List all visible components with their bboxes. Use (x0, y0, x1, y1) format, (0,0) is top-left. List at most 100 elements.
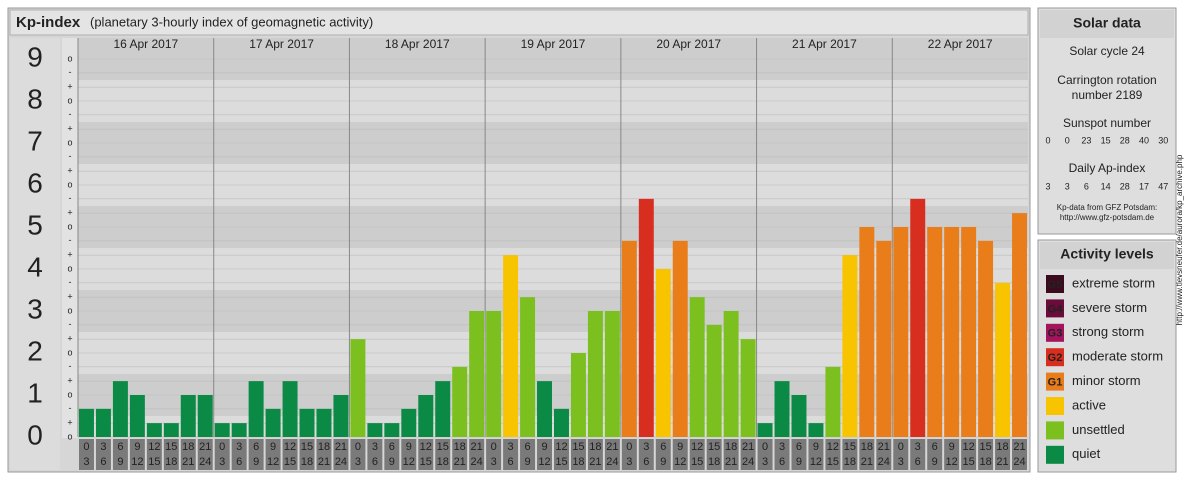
bar (570, 353, 586, 437)
minor-tick-label: o (67, 263, 72, 273)
minor-tick-label: - (69, 193, 72, 203)
interval-box (910, 439, 926, 470)
daily-number: 6 (1084, 181, 1089, 191)
bar (146, 423, 162, 437)
x-tick-label: 6 (253, 441, 259, 453)
minor-tick-label: - (69, 67, 72, 77)
x-tick-label: 9 (406, 441, 412, 453)
x-tick-label: 3 (355, 456, 361, 468)
daily-number: 47 (1158, 181, 1168, 191)
x-tick-label: 21 (182, 456, 194, 468)
x-tick-label: 21 (861, 456, 873, 468)
x-tick-label: 21 (199, 441, 211, 453)
interval-box (554, 439, 569, 470)
x-tick-label: 18 (708, 456, 720, 468)
x-tick-label: 12 (946, 456, 958, 468)
credit: http://www.tlevsneufer.de/aurora/kp_arch… (1175, 154, 1184, 325)
level-swatch (1046, 372, 1064, 391)
y-tick-label: 1 (27, 377, 43, 408)
bar (265, 408, 281, 437)
level-label: active (1072, 397, 1106, 412)
daily-number: 3 (1065, 181, 1070, 191)
x-tick-label: 21 (725, 456, 737, 468)
x-tick-label: 21 (606, 441, 618, 453)
x-tick-label: 15 (148, 456, 160, 468)
y-label-column (10, 38, 60, 470)
bar (163, 423, 179, 437)
level-swatch (1046, 299, 1064, 318)
x-tick-label: 9 (270, 441, 276, 453)
interval-box (367, 439, 383, 470)
bar (180, 395, 196, 437)
x-tick-label: 18 (589, 441, 601, 453)
bar (316, 408, 332, 437)
x-tick-label: 6 (932, 441, 938, 453)
interval-box (197, 439, 213, 470)
interval-box (842, 439, 858, 470)
level-label: minor storm (1072, 373, 1141, 388)
solar-title: Solar data (1073, 15, 1141, 31)
solar-panel (1037, 7, 1177, 235)
x-tick-label: 21 (335, 441, 347, 453)
interval-box (944, 439, 960, 470)
minor-tick-label: o (67, 389, 72, 399)
x-tick-label: 18 (165, 456, 177, 468)
interval-box (333, 439, 349, 470)
x-tick-label: 15 (979, 441, 991, 453)
minor-tick-label: + (67, 208, 72, 218)
interval-box (723, 439, 739, 470)
interval-box (604, 439, 620, 470)
y-tick-label: 0 (27, 419, 43, 450)
bar (231, 423, 247, 437)
levels-title: Activity levels (1060, 246, 1154, 262)
x-tick-label: 6 (524, 441, 530, 453)
daily-number: 17 (1139, 181, 1149, 191)
level-badge: G2 (1048, 352, 1063, 364)
level-label: quiet (1072, 446, 1101, 461)
x-tick-label: 18 (572, 456, 584, 468)
bar (418, 395, 434, 437)
bar (95, 408, 111, 437)
x-tick-label: 18 (996, 441, 1008, 453)
interval-box (672, 439, 688, 470)
interval-box (757, 439, 773, 470)
level-badge: G3 (1048, 328, 1063, 340)
x-tick-label: 12 (674, 456, 686, 468)
x-tick-label: 12 (555, 441, 567, 453)
x-tick-label: 24 (199, 456, 211, 468)
day-label: 21 Apr 2017 (792, 37, 857, 51)
x-tick-label: 9 (541, 441, 547, 453)
bar (452, 366, 468, 437)
chart-subtitle: (planetary 3-hourly index of geomagnetic… (90, 14, 373, 29)
x-tick-label: 18 (301, 456, 313, 468)
x-tick-label: 6 (372, 456, 378, 468)
solar-header (1040, 10, 1174, 38)
interval-box (638, 439, 654, 470)
x-tick-label: 9 (134, 441, 140, 453)
bar (486, 311, 502, 437)
bar (893, 227, 909, 437)
x-tick-label: 0 (491, 441, 497, 453)
daily-number: 14 (1101, 181, 1111, 191)
interval-box (435, 439, 451, 470)
x-tick-label: 0 (355, 441, 361, 453)
minor-tick-label: + (67, 250, 72, 260)
bar (672, 240, 688, 437)
minor-tick-label: + (67, 376, 72, 386)
interval-box (520, 439, 536, 470)
x-tick-label: 15 (555, 456, 567, 468)
x-tick-label: 12 (691, 441, 703, 453)
interval-box (927, 439, 943, 470)
interval-box (978, 439, 994, 470)
interval-box (452, 439, 468, 470)
interval-box (706, 439, 722, 470)
level-badge: G1 (1048, 377, 1063, 389)
interval-box (316, 439, 332, 470)
daily-number: 28 (1120, 181, 1130, 191)
y-tick-label: 3 (27, 293, 43, 324)
interval-box (418, 439, 434, 470)
x-tick-label: 12 (963, 441, 975, 453)
x-tick-label: 9 (932, 456, 938, 468)
minor-tick-label: o (67, 431, 72, 441)
x-tick-label: 3 (100, 441, 106, 453)
